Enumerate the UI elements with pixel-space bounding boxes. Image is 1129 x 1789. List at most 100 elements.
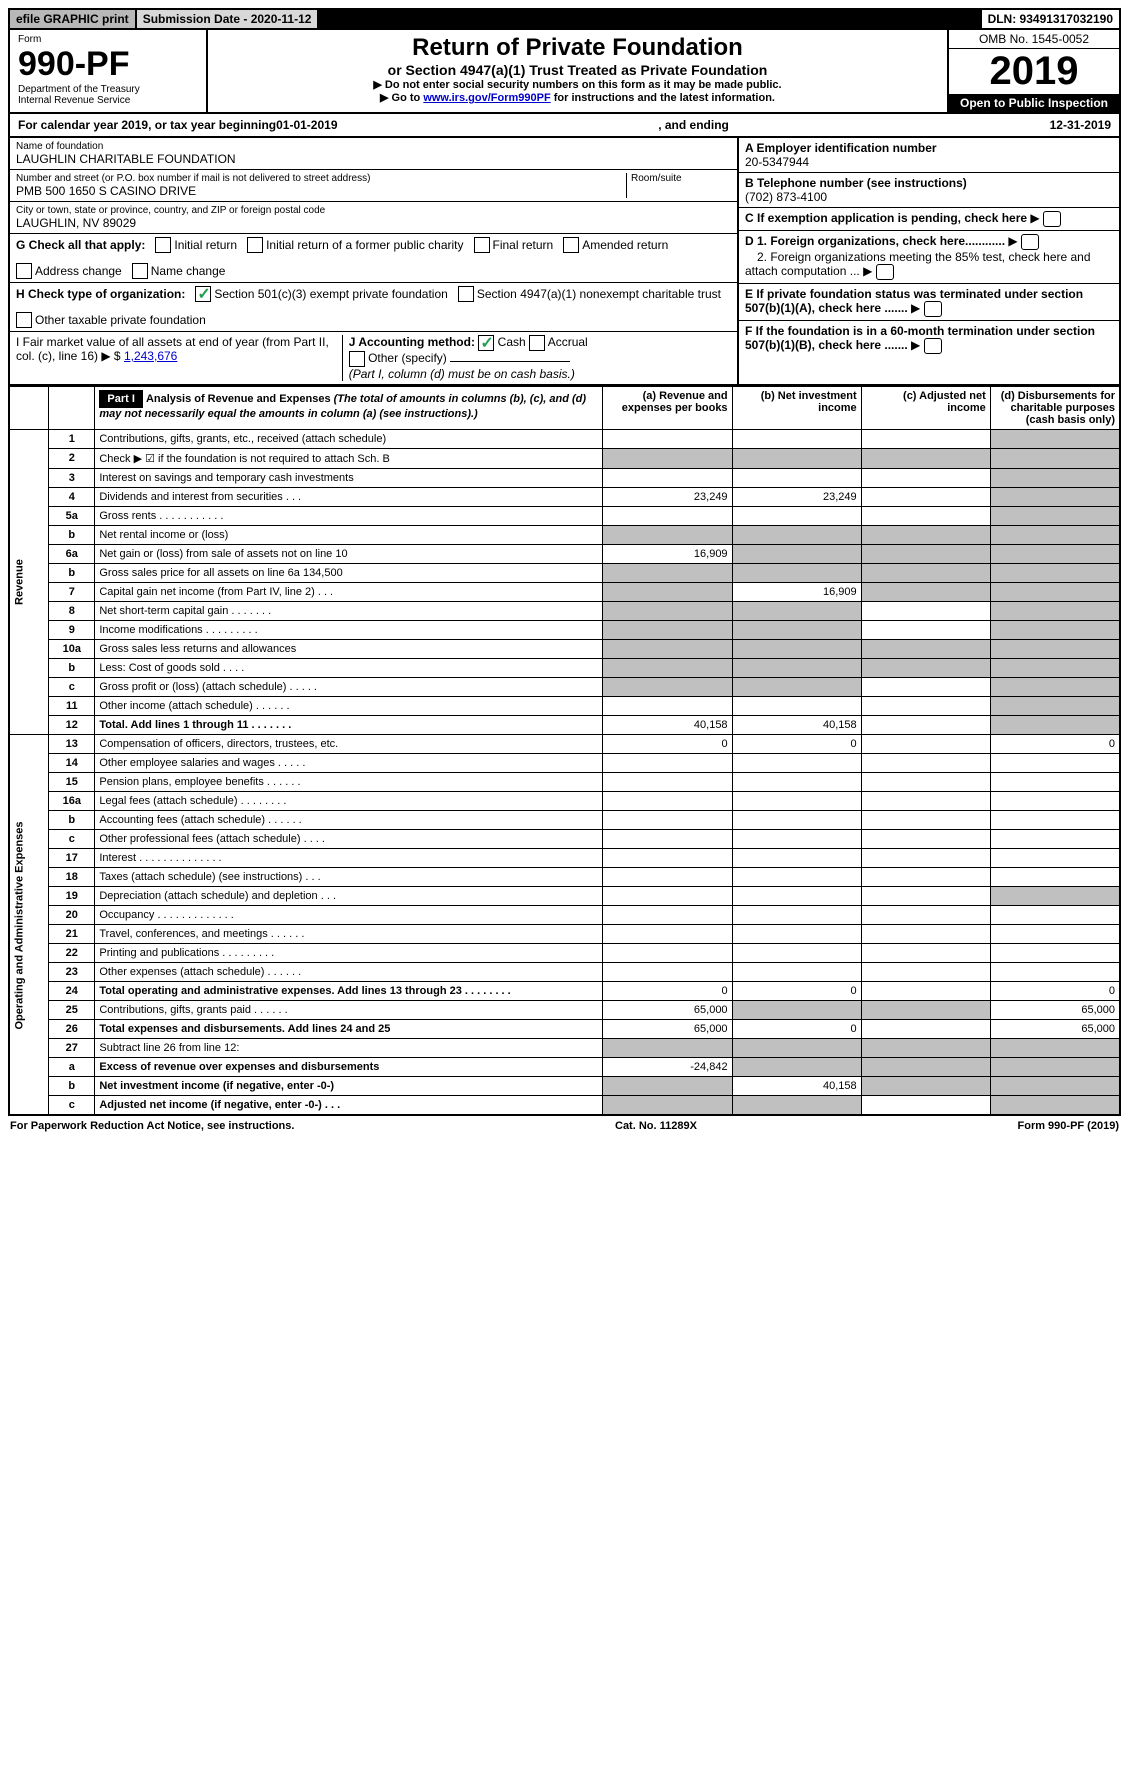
table-row: 5aGross rents . . . . . . . . . . .	[9, 507, 1120, 526]
city-cell: City or town, state or province, country…	[10, 202, 737, 234]
row-number: c	[49, 1096, 95, 1116]
initial-public-checkbox[interactable]	[247, 237, 263, 253]
c-checkbox[interactable]	[1043, 211, 1061, 227]
cell-a	[603, 849, 732, 868]
accrual-checkbox[interactable]	[529, 335, 545, 351]
row-desc: Interest . . . . . . . . . . . . . .	[95, 849, 603, 868]
cell-a	[603, 1039, 732, 1058]
d1-checkbox[interactable]	[1021, 234, 1039, 250]
row-desc: Net gain or (loss) from sale of assets n…	[95, 545, 603, 564]
row-desc: Check ▶ ☑ if the foundation is not requi…	[95, 449, 603, 469]
cell-d: 65,000	[990, 1020, 1120, 1039]
cell-d	[990, 526, 1120, 545]
row-number: 9	[49, 621, 95, 640]
table-row: 24Total operating and administrative exp…	[9, 982, 1120, 1001]
row-number: 4	[49, 488, 95, 507]
table-row: 14Other employee salaries and wages . . …	[9, 754, 1120, 773]
cell-d: 0	[990, 982, 1120, 1001]
table-row: 6aNet gain or (loss) from sale of assets…	[9, 545, 1120, 564]
top-bar: efile GRAPHIC print Submission Date - 20…	[8, 8, 1121, 30]
row-desc: Gross sales price for all assets on line…	[95, 564, 603, 583]
d1-label: D 1. Foreign organizations, check here..…	[745, 234, 1005, 248]
j-accrual: Accrual	[548, 335, 588, 349]
cell-a	[603, 887, 732, 906]
ein-label: A Employer identification number	[745, 141, 937, 155]
dln-label: DLN: 93491317032190	[982, 10, 1119, 28]
cell-c	[861, 830, 990, 849]
irs-label: Internal Revenue Service	[18, 95, 198, 106]
cell-c	[861, 697, 990, 716]
table-row: 19Depreciation (attach schedule) and dep…	[9, 887, 1120, 906]
cell-d	[990, 963, 1120, 982]
table-row: 21Travel, conferences, and meetings . . …	[9, 925, 1120, 944]
h-opt-3: Other taxable private foundation	[35, 313, 206, 327]
cell-b	[732, 849, 861, 868]
table-row: cOther professional fees (attach schedul…	[9, 830, 1120, 849]
cell-c	[861, 507, 990, 526]
d2-checkbox[interactable]	[876, 264, 894, 280]
f-checkbox[interactable]	[924, 338, 942, 354]
city-value: LAUGHLIN, NV 89029	[16, 216, 731, 230]
address-change-checkbox[interactable]	[16, 263, 32, 279]
cell-b	[732, 621, 861, 640]
f-label: F If the foundation is in a 60-month ter…	[745, 324, 1095, 352]
cell-b	[732, 1001, 861, 1020]
g-opt-0: Initial return	[174, 238, 237, 252]
cell-b	[732, 754, 861, 773]
cell-a	[603, 449, 732, 469]
form-subtitle: or Section 4947(a)(1) Trust Treated as P…	[212, 62, 943, 78]
col-b-header: (b) Net investment income	[732, 387, 861, 430]
ein-value: 20-5347944	[745, 155, 809, 169]
cash-checkbox[interactable]	[478, 335, 494, 351]
row-number: 11	[49, 697, 95, 716]
fmv-value[interactable]: 1,243,676	[124, 349, 177, 363]
4947-checkbox[interactable]	[458, 286, 474, 302]
cell-c	[861, 716, 990, 735]
cell-c	[861, 469, 990, 488]
cell-b	[732, 449, 861, 469]
other-method-checkbox[interactable]	[349, 351, 365, 367]
initial-return-checkbox[interactable]	[155, 237, 171, 253]
cell-b	[732, 868, 861, 887]
row-desc: Contributions, gifts, grants, etc., rece…	[95, 430, 603, 449]
table-row: 11Other income (attach schedule) . . . .…	[9, 697, 1120, 716]
cell-b	[732, 678, 861, 697]
room-label: Room/suite	[631, 173, 731, 184]
cell-c	[861, 868, 990, 887]
cell-a	[603, 906, 732, 925]
row-desc: Legal fees (attach schedule) . . . . . .…	[95, 792, 603, 811]
cell-a	[603, 564, 732, 583]
row-desc: Gross rents . . . . . . . . . . .	[95, 507, 603, 526]
final-return-checkbox[interactable]	[474, 237, 490, 253]
table-row: 20Occupancy . . . . . . . . . . . . .	[9, 906, 1120, 925]
cell-c	[861, 1039, 990, 1058]
irs-link[interactable]: www.irs.gov/Form990PF	[423, 92, 550, 104]
amended-return-checkbox[interactable]	[563, 237, 579, 253]
col-c-header: (c) Adjusted net income	[861, 387, 990, 430]
table-row: cAdjusted net income (if negative, enter…	[9, 1096, 1120, 1116]
cell-d	[990, 830, 1120, 849]
name-change-checkbox[interactable]	[132, 263, 148, 279]
e-checkbox[interactable]	[924, 301, 942, 317]
row-number: 8	[49, 602, 95, 621]
cell-b	[732, 640, 861, 659]
h-opt-1: Section 501(c)(3) exempt private foundat…	[214, 287, 447, 301]
cell-b: 40,158	[732, 716, 861, 735]
cell-b	[732, 564, 861, 583]
cell-a	[603, 1077, 732, 1096]
row-desc: Contributions, gifts, grants paid . . . …	[95, 1001, 603, 1020]
cell-c	[861, 1001, 990, 1020]
open-public-label: Open to Public Inspection	[949, 94, 1119, 112]
section-i-j: I Fair market value of all assets at end…	[10, 332, 737, 384]
cell-c	[861, 811, 990, 830]
cell-b: 40,158	[732, 1077, 861, 1096]
cell-d	[990, 1039, 1120, 1058]
cell-a	[603, 507, 732, 526]
cell-a	[603, 1096, 732, 1116]
501c3-checkbox[interactable]	[195, 286, 211, 302]
cell-a	[603, 583, 732, 602]
table-row: 22Printing and publications . . . . . . …	[9, 944, 1120, 963]
other-taxable-checkbox[interactable]	[16, 312, 32, 328]
section-h: H Check type of organization: Section 50…	[10, 283, 737, 332]
row-desc: Net short-term capital gain . . . . . . …	[95, 602, 603, 621]
